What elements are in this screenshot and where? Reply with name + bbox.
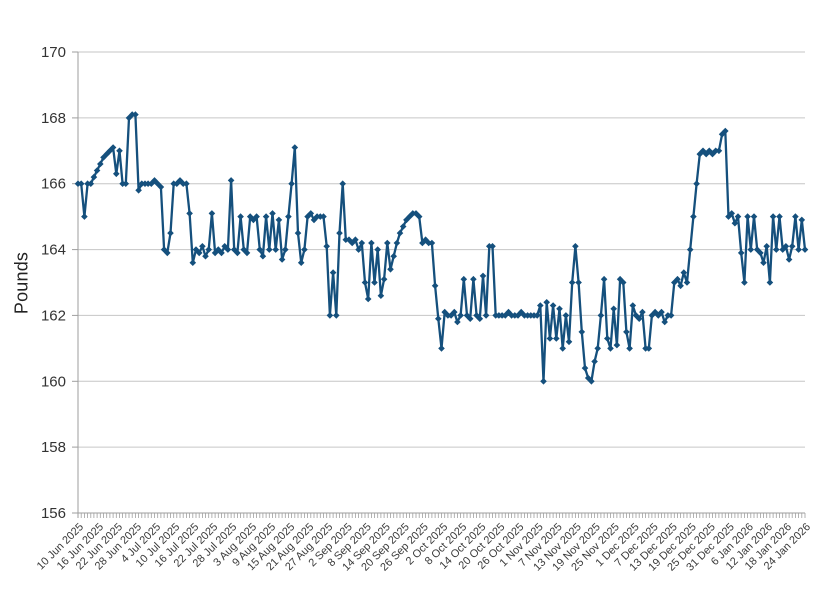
y-tick-label-160: 160 [41, 373, 66, 390]
data-series-line [76, 113, 807, 383]
y-tick-label-164: 164 [41, 242, 66, 259]
y-tick-label-166: 166 [41, 176, 66, 193]
y-tick-label-170: 170 [41, 44, 66, 61]
y-tick-label-156: 156 [41, 505, 66, 522]
x-minor-ticks [77, 513, 806, 518]
y-tick-label-162: 162 [41, 307, 66, 324]
y-tick-label-168: 168 [41, 110, 66, 127]
y-tick-label-158: 158 [41, 439, 66, 456]
y-axis-title: Pounds [11, 251, 32, 315]
